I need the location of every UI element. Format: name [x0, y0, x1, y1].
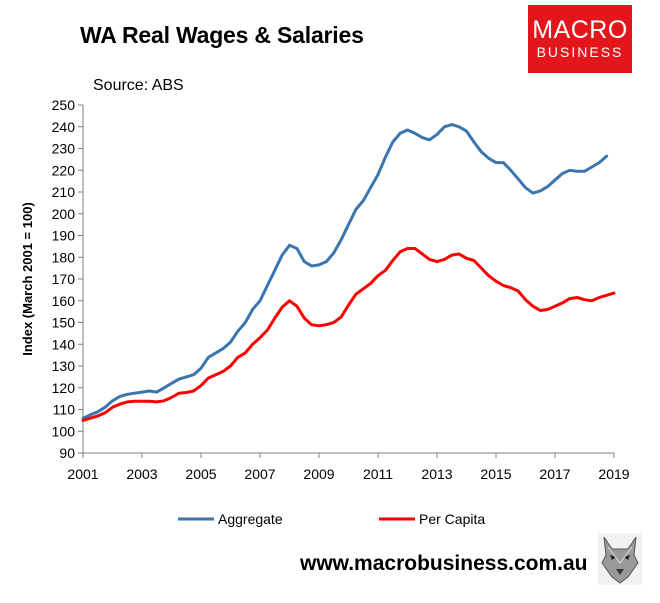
- x-tick-label: 2003: [126, 466, 157, 482]
- y-axis-label: Index (March 2001 = 100): [20, 202, 35, 356]
- series-line-per-capita: [81, 247, 616, 422]
- x-tick-label: 2013: [421, 466, 452, 482]
- x-tick-label: 2001: [67, 466, 98, 482]
- y-tick-label: 220: [52, 162, 76, 178]
- y-tick-label: 160: [52, 293, 76, 309]
- x-tick-label: 2015: [480, 466, 511, 482]
- x-tick-label: 2017: [539, 466, 570, 482]
- y-tick-label: 110: [53, 402, 76, 418]
- x-tick-label: 2011: [363, 466, 393, 482]
- legend-label-aggregate: Aggregate: [218, 511, 283, 527]
- y-tick-label: 230: [52, 141, 76, 157]
- logo-line-2: BUSINESS: [536, 44, 624, 60]
- source-note: Source: ABS: [93, 77, 184, 94]
- wolf-icon: [598, 533, 642, 585]
- y-tick-label: 240: [52, 119, 76, 135]
- y-tick-label: 90: [59, 445, 75, 461]
- x-tick-label: 2019: [598, 466, 629, 482]
- logo-line-1: MACRO: [532, 16, 628, 44]
- website-url[interactable]: www.macrobusiness.com.au: [300, 552, 588, 575]
- x-tick-label: 2009: [303, 466, 334, 482]
- y-tick-label: 250: [52, 97, 76, 113]
- y-tick-label: 180: [52, 249, 76, 265]
- y-tick-label: 190: [52, 228, 76, 244]
- x-tick-label: 2005: [185, 466, 216, 482]
- y-tick-label: 130: [52, 358, 76, 374]
- y-tick-label: 140: [52, 336, 76, 352]
- series-line-aggregate: [81, 123, 609, 420]
- y-tick-label: 200: [52, 206, 76, 222]
- legend-label-per-capita: Per Capita: [419, 511, 485, 527]
- y-tick-label: 150: [52, 315, 76, 331]
- macrobusiness-logo[interactable]: MACRO BUSINESS: [528, 5, 632, 73]
- y-tick-label: 210: [52, 184, 76, 200]
- chart-title: WA Real Wages & Salaries: [80, 22, 364, 48]
- y-tick-label: 170: [52, 271, 76, 287]
- x-tick-label: 2007: [244, 466, 275, 482]
- y-tick-label: 100: [52, 423, 76, 439]
- y-tick-label: 120: [52, 380, 76, 396]
